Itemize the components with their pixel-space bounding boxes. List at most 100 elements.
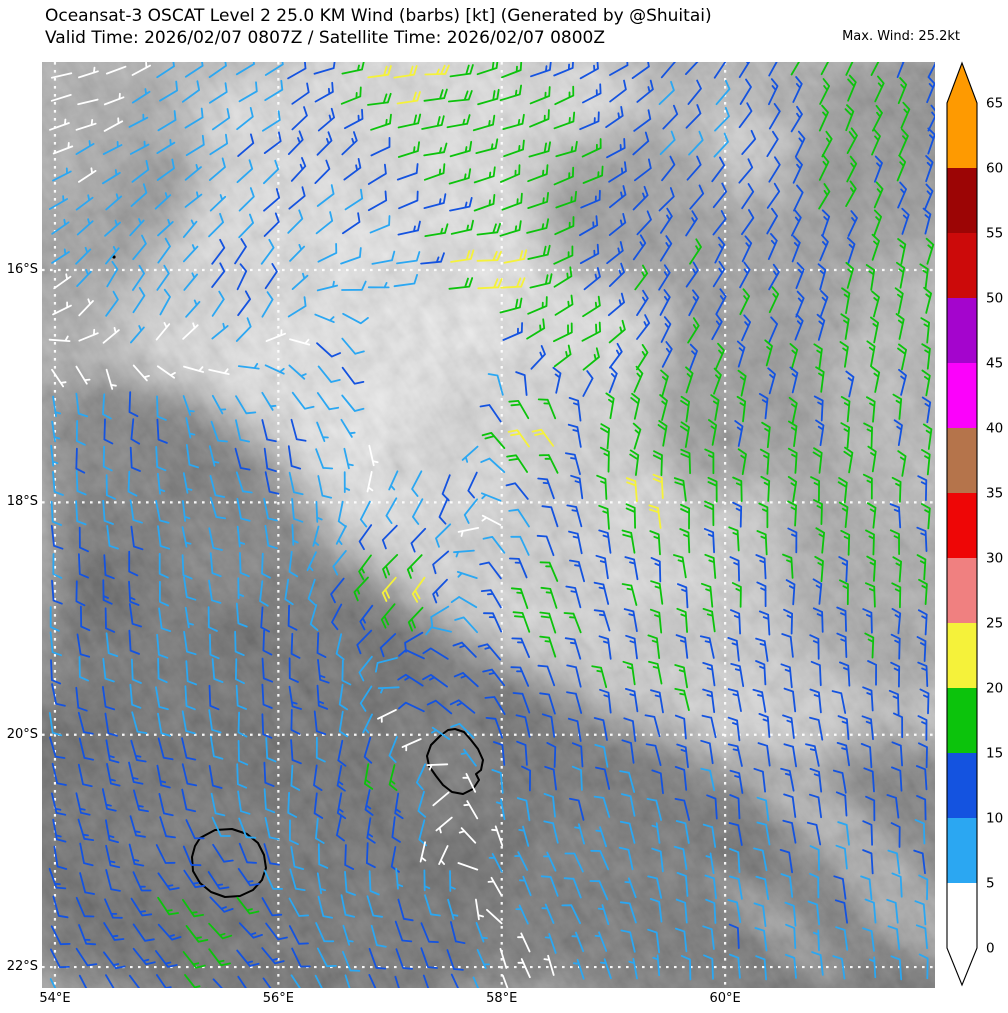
wind-barb bbox=[890, 661, 901, 688]
wind-barb bbox=[157, 872, 180, 891]
wind-barb bbox=[259, 580, 269, 607]
wind-barb bbox=[921, 343, 931, 370]
wind-barb bbox=[579, 111, 600, 131]
wind-barb bbox=[702, 608, 716, 633]
wind-barb bbox=[536, 534, 555, 557]
wind-barb bbox=[131, 88, 151, 104]
wind-barb bbox=[421, 115, 445, 130]
wind-barb bbox=[185, 444, 199, 469]
wind-barb bbox=[105, 290, 119, 317]
wind-barb bbox=[608, 262, 625, 287]
wind-barb bbox=[475, 922, 488, 943]
wind-barb bbox=[261, 552, 271, 579]
wind-barb bbox=[475, 898, 484, 921]
wind-barb bbox=[342, 950, 361, 972]
wind-barb bbox=[599, 446, 610, 473]
wind-barb bbox=[791, 235, 801, 263]
wind-barb bbox=[422, 974, 430, 988]
wind-barb bbox=[208, 709, 222, 734]
wind-barb bbox=[208, 157, 226, 181]
wind-barb bbox=[52, 167, 72, 182]
wind-barb bbox=[411, 470, 423, 497]
wind-barb bbox=[517, 932, 531, 953]
wind-barb bbox=[290, 974, 301, 988]
wind-barb bbox=[537, 477, 555, 500]
wind-barb bbox=[755, 955, 767, 981]
colorbar-tick-label: 50 bbox=[986, 291, 1003, 307]
wind-barb bbox=[381, 576, 397, 602]
wind-barb bbox=[396, 163, 419, 181]
wind-barb bbox=[313, 710, 327, 735]
wind-barb bbox=[317, 895, 333, 919]
wind-barb bbox=[491, 825, 504, 847]
wind-barb bbox=[314, 974, 323, 988]
wind-barb bbox=[75, 500, 87, 526]
wind-barb bbox=[512, 692, 531, 714]
wind-barb bbox=[886, 898, 899, 924]
wind-barb bbox=[755, 554, 767, 580]
wind-barb bbox=[865, 582, 876, 608]
wind-barb bbox=[78, 167, 97, 183]
wind-barb bbox=[812, 447, 823, 474]
wind-barb bbox=[238, 213, 254, 239]
wind-barb bbox=[377, 686, 400, 694]
wind-barb bbox=[840, 396, 851, 423]
wind-barb bbox=[155, 500, 170, 524]
wind-barb bbox=[738, 62, 751, 78]
wind-barb bbox=[102, 657, 115, 683]
wind-barb bbox=[358, 655, 373, 682]
wind-barb bbox=[463, 498, 478, 524]
wind-barb bbox=[401, 738, 422, 752]
wind-barb bbox=[313, 62, 336, 75]
wind-barb bbox=[51, 762, 67, 786]
wind-barb bbox=[261, 897, 283, 917]
colorbar-arrow-top bbox=[947, 63, 977, 103]
wind-barb bbox=[674, 714, 687, 740]
wind-barb bbox=[238, 81, 258, 103]
wind-barb bbox=[544, 765, 557, 791]
wind-barb bbox=[706, 794, 718, 820]
wind-barb bbox=[313, 764, 323, 791]
wind-barb bbox=[450, 973, 459, 988]
wind-barb bbox=[779, 849, 793, 874]
colorbar-tick-label: 40 bbox=[986, 421, 1003, 437]
wind-barb bbox=[527, 164, 549, 183]
wind-barb bbox=[727, 716, 741, 742]
wind-barb bbox=[646, 798, 662, 821]
wind-barb bbox=[817, 263, 827, 291]
wind-barb bbox=[343, 158, 362, 181]
colorbar-outline bbox=[946, 61, 978, 987]
wind-barb bbox=[237, 790, 251, 815]
wind-barb bbox=[867, 445, 877, 473]
wind-barb bbox=[476, 222, 501, 236]
wind-barb bbox=[499, 297, 523, 314]
wind-barb bbox=[291, 947, 311, 968]
wind-barb bbox=[236, 896, 260, 915]
wind-barb bbox=[393, 65, 418, 79]
wind-barb bbox=[475, 138, 499, 154]
wind-barb bbox=[291, 272, 309, 290]
wind-barb bbox=[862, 820, 873, 846]
wind-barb bbox=[314, 81, 334, 103]
wind-barb bbox=[155, 686, 169, 711]
wind-barb bbox=[728, 526, 740, 552]
wind-barb bbox=[75, 392, 89, 418]
wind-barb bbox=[263, 131, 282, 154]
wind-barb bbox=[676, 607, 688, 633]
wind-barb bbox=[531, 428, 555, 447]
wind-barb bbox=[702, 688, 716, 713]
wind-barb bbox=[608, 213, 627, 236]
wind-barb bbox=[182, 899, 204, 918]
y-axis-tick-label: 22°S bbox=[6, 959, 38, 975]
wind-barb bbox=[424, 64, 450, 76]
wind-barb bbox=[564, 637, 582, 660]
wind-barb bbox=[482, 536, 506, 554]
wind-barb bbox=[864, 898, 877, 924]
wind-barb bbox=[727, 899, 742, 924]
wind-barb bbox=[182, 219, 198, 238]
wind-barb bbox=[737, 369, 747, 397]
wind-barb bbox=[263, 159, 280, 185]
wind-barb bbox=[353, 576, 369, 602]
wind-barb bbox=[77, 818, 95, 841]
wind-barb bbox=[208, 948, 231, 967]
